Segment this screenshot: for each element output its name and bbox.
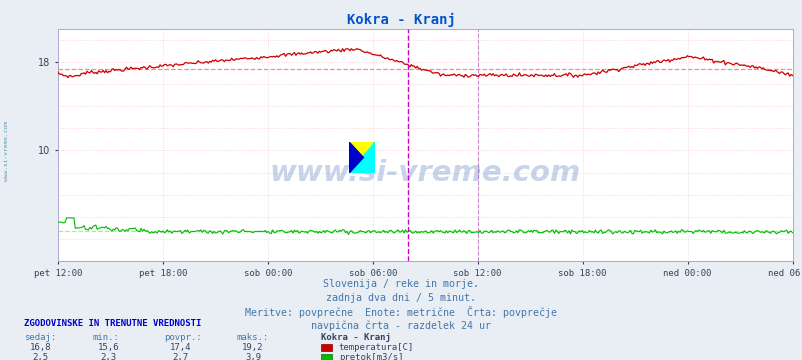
Text: Meritve: povprečne  Enote: metrične  Črta: povprečje: Meritve: povprečne Enote: metrične Črta:… bbox=[245, 306, 557, 318]
Text: 19,2: 19,2 bbox=[242, 343, 263, 352]
Text: 3,9: 3,9 bbox=[245, 353, 261, 360]
Text: Slovenija / reke in morje.: Slovenija / reke in morje. bbox=[323, 279, 479, 289]
Text: 16,8: 16,8 bbox=[30, 343, 51, 352]
Text: povpr.:: povpr.: bbox=[164, 333, 202, 342]
Polygon shape bbox=[349, 142, 375, 173]
Text: 2,7: 2,7 bbox=[172, 353, 188, 360]
Text: www.si-vreme.com: www.si-vreme.com bbox=[269, 159, 580, 187]
Text: Kokra - Kranj: Kokra - Kranj bbox=[321, 333, 391, 342]
Text: 17,4: 17,4 bbox=[170, 343, 191, 352]
Text: www.si-vreme.com: www.si-vreme.com bbox=[4, 121, 9, 181]
Polygon shape bbox=[349, 142, 375, 173]
Text: sedaj:: sedaj: bbox=[24, 333, 56, 342]
Text: ZGODOVINSKE IN TRENUTNE VREDNOSTI: ZGODOVINSKE IN TRENUTNE VREDNOSTI bbox=[24, 319, 201, 328]
Text: pretok[m3/s]: pretok[m3/s] bbox=[338, 353, 403, 360]
Text: navpična črta - razdelek 24 ur: navpična črta - razdelek 24 ur bbox=[311, 320, 491, 330]
Text: min.:: min.: bbox=[92, 333, 119, 342]
Text: 2,3: 2,3 bbox=[100, 353, 116, 360]
Polygon shape bbox=[349, 142, 363, 173]
Text: 2,5: 2,5 bbox=[32, 353, 48, 360]
Text: temperatura[C]: temperatura[C] bbox=[338, 343, 414, 352]
Text: zadnja dva dni / 5 minut.: zadnja dva dni / 5 minut. bbox=[326, 293, 476, 303]
Text: 15,6: 15,6 bbox=[98, 343, 119, 352]
Text: maks.:: maks.: bbox=[237, 333, 269, 342]
Text: Kokra - Kranj: Kokra - Kranj bbox=[346, 13, 456, 27]
